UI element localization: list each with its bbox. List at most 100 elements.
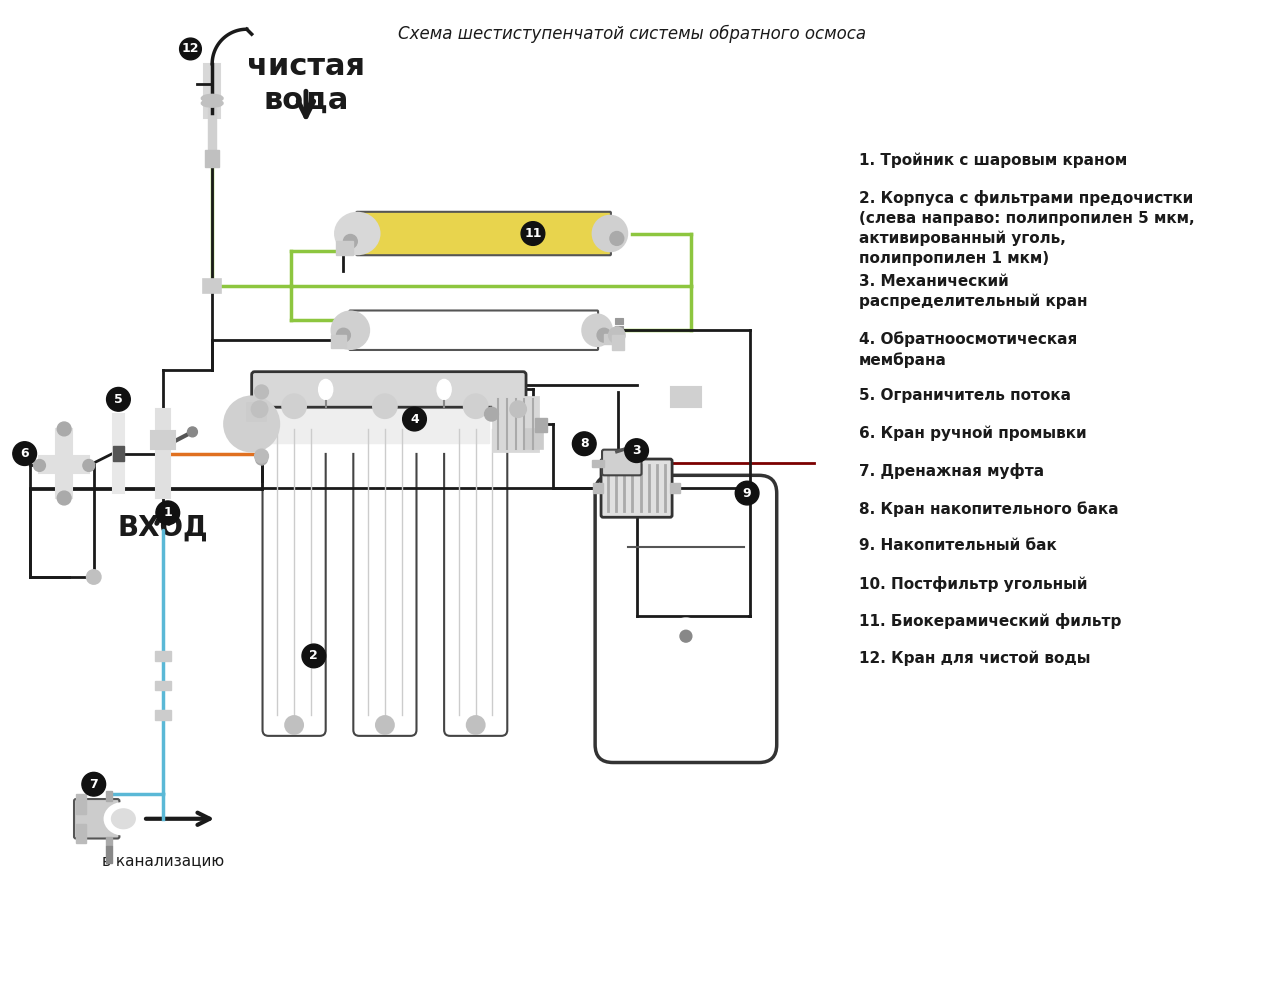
Text: 10. Постфильтр угольный: 10. Постфильтр угольный (859, 576, 1087, 592)
Bar (155, 711, 170, 721)
FancyBboxPatch shape (595, 475, 777, 762)
Text: 12: 12 (182, 43, 200, 56)
Bar (56, 429, 72, 498)
Text: 1. Тройник с шаровым краном: 1. Тройник с шаровым краном (859, 153, 1126, 168)
Circle shape (187, 427, 197, 437)
Bar (106, 791, 111, 801)
Bar (593, 483, 603, 493)
FancyBboxPatch shape (353, 410, 416, 736)
Ellipse shape (332, 311, 369, 349)
Text: 11. Биокерамический фильтр: 11. Биокерамический фильтр (859, 614, 1121, 630)
Bar (604, 334, 618, 344)
Bar (525, 429, 543, 449)
FancyBboxPatch shape (602, 459, 672, 517)
Circle shape (58, 422, 72, 436)
Bar (671, 483, 680, 493)
Circle shape (403, 407, 426, 431)
Circle shape (680, 631, 692, 642)
Circle shape (521, 222, 545, 246)
Text: 7. Дренажная муфта: 7. Дренажная муфта (859, 463, 1043, 479)
Bar (664, 402, 708, 456)
Text: 6. Кран ручной промывки: 6. Кран ручной промывки (859, 426, 1087, 441)
Circle shape (376, 717, 394, 734)
Text: 5. Ограничитель потока: 5. Ограничитель потока (859, 388, 1070, 403)
Circle shape (58, 491, 72, 505)
Bar (256, 405, 489, 443)
Ellipse shape (582, 314, 612, 346)
Text: 9. Накопительный бак: 9. Накопительный бак (859, 539, 1056, 554)
Circle shape (256, 453, 268, 465)
Bar (614, 318, 623, 324)
Circle shape (87, 570, 101, 584)
Circle shape (511, 401, 526, 417)
Circle shape (156, 501, 179, 525)
Circle shape (255, 385, 269, 399)
Bar (330, 335, 347, 348)
Circle shape (33, 459, 45, 471)
Bar (204, 278, 221, 292)
Ellipse shape (593, 216, 627, 251)
Circle shape (467, 717, 485, 734)
Ellipse shape (201, 95, 223, 102)
FancyBboxPatch shape (74, 799, 119, 838)
Ellipse shape (105, 803, 142, 834)
Text: 4. Обратноосмотическая
мембрана: 4. Обратноосмотическая мембрана (859, 331, 1076, 368)
Circle shape (463, 394, 488, 418)
FancyBboxPatch shape (252, 371, 526, 407)
Circle shape (337, 328, 351, 342)
Text: чистая
вода: чистая вода (247, 52, 365, 115)
Bar (335, 242, 353, 255)
Circle shape (302, 644, 325, 668)
Circle shape (82, 772, 106, 796)
Bar (113, 446, 124, 461)
Text: ВХОД: ВХОД (118, 514, 209, 542)
Bar (614, 326, 623, 332)
Circle shape (106, 387, 131, 411)
Text: 7: 7 (90, 777, 99, 790)
Circle shape (596, 328, 611, 342)
Bar (106, 846, 111, 863)
Text: 11: 11 (525, 227, 541, 240)
Bar (593, 459, 604, 467)
Bar (76, 823, 86, 843)
Bar (205, 150, 219, 168)
Text: 12. Кран для чистой воды: 12. Кран для чистой воды (859, 651, 1091, 667)
Circle shape (343, 235, 357, 249)
Circle shape (255, 449, 269, 463)
Bar (76, 794, 86, 813)
Bar (612, 335, 623, 350)
Text: Схема шестиступенчатой системы обратного осмоса: Схема шестиступенчатой системы обратного… (398, 25, 865, 43)
FancyBboxPatch shape (602, 450, 641, 475)
Circle shape (13, 442, 37, 465)
Text: 9: 9 (742, 487, 751, 500)
Bar (155, 651, 170, 661)
Text: 2: 2 (310, 650, 319, 663)
Circle shape (83, 459, 95, 471)
FancyBboxPatch shape (349, 310, 598, 350)
Bar (247, 403, 266, 421)
Text: 6: 6 (20, 447, 29, 460)
Text: 5: 5 (114, 393, 123, 406)
Bar (106, 836, 111, 846)
Ellipse shape (319, 379, 333, 399)
Text: 1: 1 (164, 506, 172, 519)
Circle shape (572, 432, 596, 455)
Bar (205, 64, 220, 118)
Bar (151, 431, 174, 449)
Circle shape (735, 481, 759, 505)
Text: 4: 4 (410, 412, 419, 425)
FancyBboxPatch shape (262, 410, 325, 736)
Ellipse shape (438, 379, 451, 399)
FancyBboxPatch shape (444, 410, 507, 736)
Bar (209, 108, 216, 153)
Bar (494, 397, 538, 451)
Circle shape (611, 232, 623, 246)
Text: 8. Кран накопительного бака: 8. Кран накопительного бака (859, 501, 1119, 517)
Circle shape (285, 717, 303, 734)
Circle shape (485, 407, 498, 421)
Ellipse shape (335, 213, 379, 254)
Ellipse shape (111, 809, 136, 828)
Bar (155, 681, 170, 691)
FancyBboxPatch shape (356, 212, 611, 255)
Text: 3. Механический
распределительный кран: 3. Механический распределительный кран (859, 274, 1087, 309)
